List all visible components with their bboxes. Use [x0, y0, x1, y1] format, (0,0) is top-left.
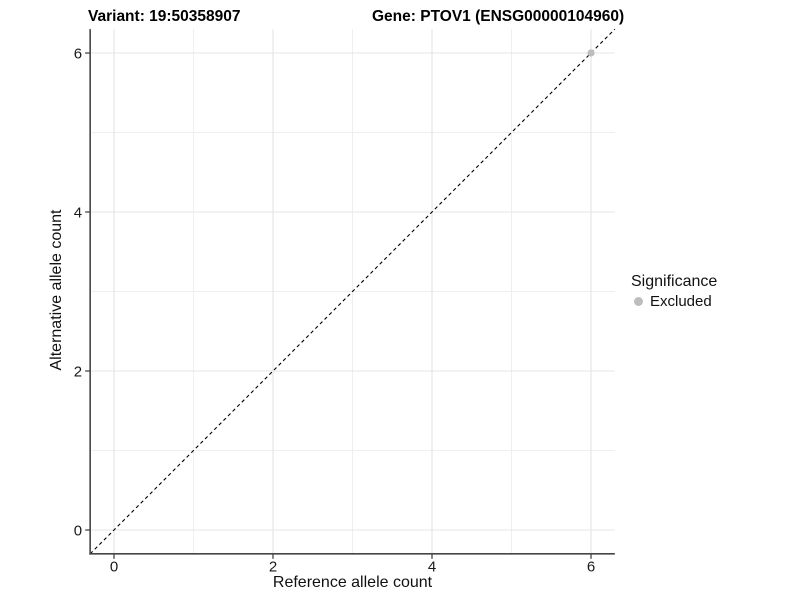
legend: Significance Excluded: [630, 273, 717, 310]
legend-point-icon: [634, 296, 643, 306]
y-tick-label: 4: [74, 205, 82, 222]
x-tick-label: 6: [587, 558, 595, 575]
x-tick-label: 4: [428, 558, 436, 575]
legend-title: Significance: [631, 273, 718, 290]
x-axis-title: Reference allele count: [272, 574, 433, 591]
identity-line: [89, 28, 616, 555]
data-point: [587, 49, 595, 57]
y-tick-label: 6: [74, 46, 82, 63]
x-tick-label: 2: [269, 558, 277, 575]
y-axis-title: Alternative allele count: [48, 209, 65, 371]
legend-item: Excluded: [630, 292, 717, 310]
legend-item-label: Excluded: [650, 292, 712, 310]
x-tick-label: 0: [110, 558, 118, 575]
gene-title: Gene: PTOV1 (ENSG00000104960): [372, 8, 625, 25]
y-tick-label: 2: [74, 364, 82, 381]
variant-title: Variant: 19:50358907: [88, 8, 241, 25]
y-tick-label: 0: [74, 523, 82, 540]
